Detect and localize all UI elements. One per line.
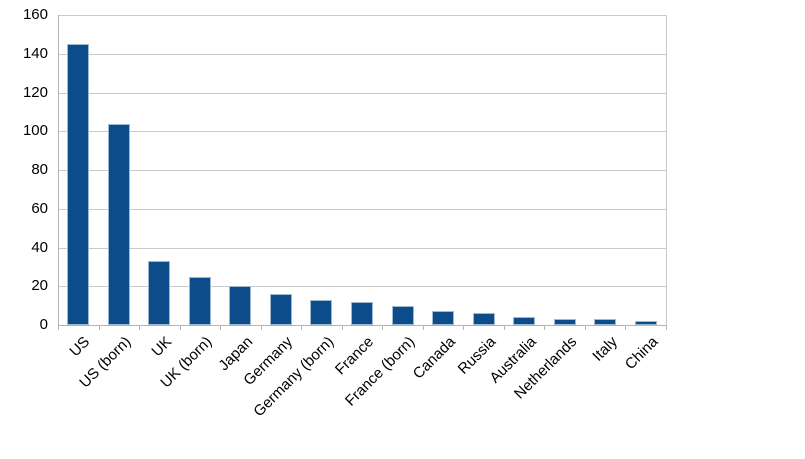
bar-russia xyxy=(472,313,495,325)
gridline-y-160 xyxy=(58,15,666,16)
x-axis-tick xyxy=(139,325,141,330)
x-axis-tick xyxy=(301,325,303,330)
x-axis-label-us: US xyxy=(66,333,94,361)
bar-japan xyxy=(229,286,252,325)
y-axis-tick-label: 40 xyxy=(31,238,48,256)
x-axis-tick xyxy=(625,325,627,330)
x-axis-tick xyxy=(220,325,222,330)
bar-italy xyxy=(594,319,617,325)
y-axis-tick-label: 140 xyxy=(22,44,48,62)
gridline-y-120 xyxy=(58,92,666,94)
gridline-y-100 xyxy=(58,131,666,133)
x-axis-tick xyxy=(666,325,667,330)
x-axis-tick xyxy=(584,325,586,330)
x-axis-tick xyxy=(58,325,59,330)
bar-china xyxy=(634,321,657,325)
bar-us-born xyxy=(107,123,130,325)
y-axis-line xyxy=(58,15,59,330)
bar-netherlands xyxy=(553,319,576,325)
gridline-y-20 xyxy=(58,286,666,288)
gridline-y-80 xyxy=(58,170,666,171)
y-axis-tick-label: 0 xyxy=(39,316,48,333)
bar-france-born xyxy=(391,305,414,325)
y-axis-tick-label: 60 xyxy=(31,199,48,217)
x-axis-tick xyxy=(503,325,505,330)
x-axis-label-italy: Italy xyxy=(589,333,621,365)
bar-uk-born xyxy=(188,276,211,325)
y-axis-tick-label: 120 xyxy=(22,83,48,101)
x-axis-tick xyxy=(341,325,343,330)
x-axis-tick xyxy=(98,325,100,330)
x-axis-tick xyxy=(260,325,262,330)
bar-canada xyxy=(432,311,455,325)
y-axis-tick-label: 160 xyxy=(22,6,48,23)
y-axis-tick-label: 100 xyxy=(22,122,48,140)
bar-australia xyxy=(513,317,536,325)
gridline-y-40 xyxy=(58,247,666,249)
bar-france xyxy=(351,301,373,325)
y-axis-tick-label: 80 xyxy=(31,161,48,178)
x-axis-label-canada: Canada xyxy=(409,333,459,383)
x-axis-label-uk: UK xyxy=(147,333,175,361)
x-axis-tick xyxy=(544,325,546,330)
plot-right-border xyxy=(666,15,667,325)
x-axis-tick xyxy=(422,325,424,330)
x-axis-line xyxy=(58,325,667,326)
gridline-y-140 xyxy=(58,53,666,55)
bar-us xyxy=(67,44,90,325)
x-axis-tick xyxy=(179,325,181,330)
bar-germany-born xyxy=(310,299,333,325)
bar-germany xyxy=(269,294,292,325)
x-axis-tick xyxy=(463,325,465,330)
gridline-y-60 xyxy=(58,208,666,210)
x-axis-tick xyxy=(382,325,384,330)
y-axis-tick-label: 20 xyxy=(31,277,48,295)
x-axis-label-china: China xyxy=(621,333,662,374)
bar-uk xyxy=(148,261,171,325)
